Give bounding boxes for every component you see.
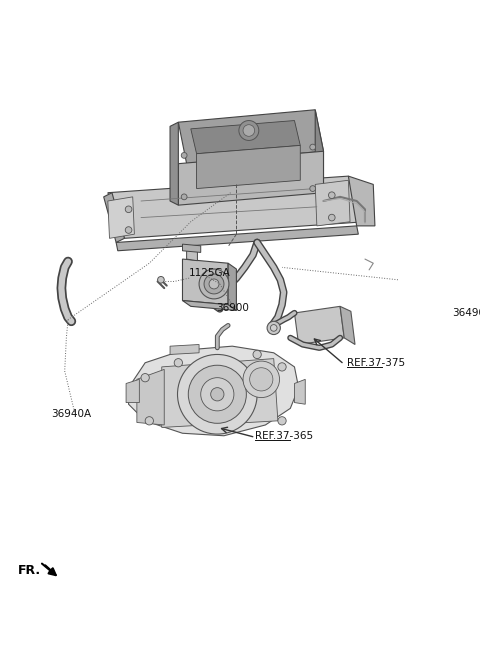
Polygon shape [129, 346, 299, 436]
Circle shape [278, 417, 286, 425]
Text: FR.: FR. [18, 563, 41, 576]
Polygon shape [137, 369, 164, 425]
Circle shape [125, 206, 132, 213]
Polygon shape [315, 180, 350, 226]
Circle shape [211, 388, 224, 401]
Circle shape [328, 214, 335, 221]
Circle shape [243, 124, 255, 136]
Circle shape [253, 350, 261, 358]
Polygon shape [182, 244, 201, 252]
Polygon shape [348, 176, 375, 226]
Circle shape [239, 121, 259, 140]
Text: 36900: 36900 [216, 303, 249, 313]
Polygon shape [108, 197, 134, 238]
Circle shape [243, 361, 279, 398]
Polygon shape [187, 248, 197, 261]
Polygon shape [104, 193, 124, 242]
Polygon shape [191, 121, 300, 154]
Circle shape [141, 373, 149, 382]
Text: REF.37-365: REF.37-365 [255, 431, 313, 441]
Circle shape [145, 417, 154, 425]
Text: 36940A: 36940A [51, 409, 92, 419]
Circle shape [181, 194, 187, 200]
Circle shape [157, 276, 164, 283]
Circle shape [178, 354, 257, 434]
Text: 1125GA: 1125GA [189, 268, 231, 278]
Circle shape [267, 322, 280, 335]
Circle shape [188, 365, 246, 423]
Polygon shape [228, 263, 237, 310]
FancyArrowPatch shape [45, 565, 54, 573]
Polygon shape [170, 122, 179, 205]
Circle shape [328, 192, 335, 198]
Circle shape [250, 367, 273, 391]
Circle shape [204, 274, 224, 294]
Text: 36490: 36490 [452, 308, 480, 318]
Circle shape [201, 378, 234, 411]
Circle shape [270, 325, 277, 331]
Polygon shape [294, 307, 344, 345]
Circle shape [199, 269, 229, 299]
Circle shape [209, 279, 219, 289]
Polygon shape [170, 345, 199, 354]
Circle shape [125, 227, 132, 233]
Circle shape [310, 185, 316, 191]
Circle shape [174, 358, 182, 367]
Circle shape [278, 363, 286, 371]
Polygon shape [179, 151, 324, 205]
Polygon shape [315, 110, 324, 193]
Circle shape [181, 153, 187, 159]
Polygon shape [126, 379, 139, 403]
Polygon shape [294, 379, 305, 404]
Polygon shape [162, 358, 278, 428]
Polygon shape [197, 145, 300, 189]
Circle shape [310, 144, 316, 150]
Polygon shape [182, 301, 237, 310]
Polygon shape [179, 110, 324, 164]
Polygon shape [182, 259, 228, 305]
Text: REF.37-375: REF.37-375 [347, 358, 405, 367]
Polygon shape [340, 307, 355, 345]
Polygon shape [116, 226, 359, 251]
Polygon shape [108, 176, 365, 238]
